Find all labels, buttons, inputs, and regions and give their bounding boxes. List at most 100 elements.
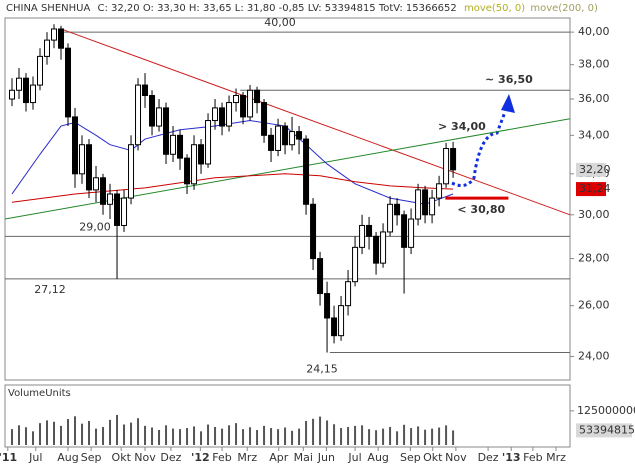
volume-bar bbox=[431, 428, 434, 445]
forecast-arrow bbox=[451, 111, 507, 188]
volume-bar bbox=[438, 427, 441, 445]
price-tag bbox=[576, 162, 606, 177]
candle-body bbox=[107, 193, 114, 205]
volume-bar bbox=[417, 426, 420, 445]
candle-body bbox=[240, 95, 247, 118]
candle-body bbox=[16, 77, 23, 91]
volume-tick-label: 125000000 bbox=[577, 404, 635, 417]
volume-bar bbox=[46, 420, 49, 445]
volume-bar bbox=[347, 426, 350, 445]
volume-bar bbox=[396, 431, 399, 445]
volume-bar bbox=[193, 426, 196, 445]
x-tick-label: Mrz bbox=[546, 451, 566, 464]
volume-bar bbox=[354, 425, 357, 445]
x-tick-label: Aug bbox=[57, 451, 78, 464]
x-tick-label: Jul bbox=[347, 451, 361, 464]
candle-body bbox=[184, 157, 191, 185]
candle-body bbox=[79, 144, 86, 175]
candle-body bbox=[380, 231, 387, 264]
candle-body bbox=[338, 305, 345, 337]
candle-body bbox=[247, 89, 254, 118]
volume-bar bbox=[88, 420, 91, 445]
candle-body bbox=[331, 317, 338, 337]
volume-bar bbox=[221, 428, 224, 445]
volume-bar bbox=[445, 425, 448, 445]
volume-bar bbox=[333, 424, 336, 445]
volume-bar bbox=[102, 426, 105, 445]
y-tick-label: 40,00 bbox=[578, 25, 610, 38]
volume-bar bbox=[375, 430, 378, 445]
candle-body bbox=[289, 131, 296, 146]
volume-bar bbox=[116, 414, 119, 445]
candle-body bbox=[282, 125, 289, 146]
candle-body bbox=[401, 214, 408, 248]
volume-bar bbox=[382, 428, 385, 445]
volume-bar bbox=[53, 421, 56, 445]
level-label: 29,00 bbox=[79, 220, 111, 233]
y-tick-label: 26,00 bbox=[578, 299, 610, 312]
y-tick-label: 30,00 bbox=[578, 208, 610, 221]
candle-body bbox=[436, 183, 443, 199]
candle-body bbox=[415, 189, 422, 220]
candle-body bbox=[212, 107, 219, 122]
volume-bar bbox=[74, 416, 77, 445]
volume-panel bbox=[4, 384, 571, 448]
volume-bar bbox=[109, 419, 112, 445]
x-tick-label: '11 bbox=[0, 451, 17, 464]
candle-body bbox=[226, 102, 233, 127]
volume-bar bbox=[186, 428, 189, 445]
volume-bar bbox=[326, 420, 329, 445]
x-tick-label: '12 bbox=[191, 451, 210, 464]
candle-body bbox=[303, 138, 310, 205]
candle-body bbox=[422, 189, 429, 216]
candle-body bbox=[121, 197, 128, 226]
volume-bar bbox=[319, 416, 322, 445]
volume-bar bbox=[263, 425, 266, 445]
candle-body bbox=[65, 47, 72, 118]
candle-body bbox=[23, 77, 30, 104]
x-tick-label: Okt bbox=[112, 451, 132, 464]
candle-body bbox=[254, 89, 261, 104]
candle-body bbox=[135, 84, 142, 146]
volume-bar bbox=[151, 427, 154, 445]
candle-body bbox=[9, 89, 16, 100]
annotation: > 34,00 bbox=[438, 120, 486, 133]
candle-body bbox=[394, 203, 401, 216]
volume-bar bbox=[11, 429, 14, 445]
volume-bar bbox=[424, 429, 427, 445]
candle-body bbox=[324, 293, 331, 319]
candle-body bbox=[86, 144, 93, 191]
volume-bar bbox=[25, 427, 28, 445]
candle-body bbox=[142, 84, 149, 97]
chart-title: CHINA SHENHUA bbox=[6, 3, 90, 14]
x-tick-label: Mai bbox=[294, 451, 313, 464]
volume-bar bbox=[158, 429, 161, 445]
support-label: < 30,80 bbox=[457, 203, 505, 216]
y-tick-label: 34,00 bbox=[578, 128, 610, 141]
candle-body bbox=[219, 107, 226, 127]
candle-body bbox=[128, 144, 135, 199]
volume-bar bbox=[277, 429, 280, 445]
volume-bar bbox=[235, 423, 238, 445]
x-tick-label: Okt bbox=[423, 451, 443, 464]
candle-body bbox=[373, 235, 380, 264]
candle-body bbox=[268, 134, 275, 151]
annotation: ~ 36,50 bbox=[485, 73, 533, 86]
volume-bar bbox=[389, 426, 392, 445]
volume-bar bbox=[67, 419, 70, 445]
volume-title: VolumeUnits bbox=[8, 388, 71, 399]
volume-bar bbox=[18, 425, 21, 445]
level-label: 24,15 bbox=[306, 363, 338, 376]
volume-bar bbox=[81, 423, 84, 445]
candle-body bbox=[170, 134, 177, 155]
volume-bar bbox=[207, 424, 210, 445]
x-tick-label: Aug bbox=[367, 451, 388, 464]
candle-body bbox=[352, 246, 359, 283]
volume-bar bbox=[214, 426, 217, 445]
candle-body bbox=[114, 193, 121, 226]
volume-bar bbox=[361, 425, 364, 445]
candle-body bbox=[261, 102, 268, 136]
x-tick-label: Jul bbox=[28, 451, 42, 464]
volume-bar bbox=[172, 428, 175, 445]
volume-bar bbox=[228, 425, 231, 445]
